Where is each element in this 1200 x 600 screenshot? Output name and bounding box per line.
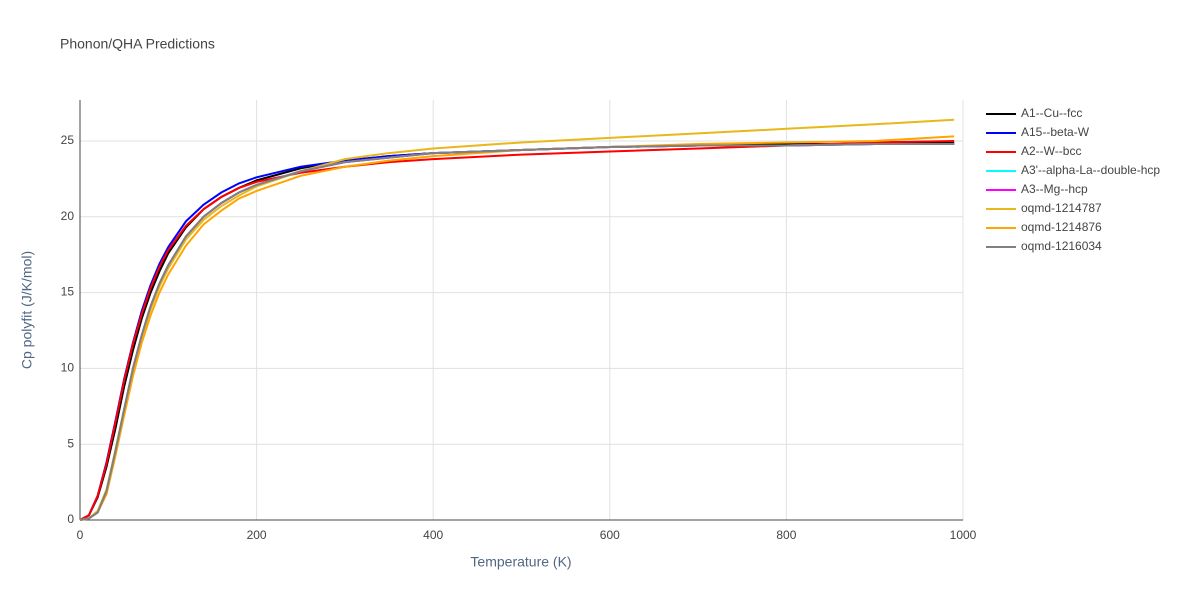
legend-label: A2--W--bcc <box>1021 144 1081 158</box>
x-tick-label: 0 <box>77 528 84 542</box>
legend-label: A15--beta-W <box>1021 125 1090 139</box>
series-line <box>79 142 955 521</box>
legend-label: oqmd-1216034 <box>1021 239 1102 253</box>
legend-label: A3'--alpha-La--double-hcp <box>1021 163 1160 177</box>
y-axis-title: Cp polyfit (J/K/mol) <box>19 251 35 369</box>
legend-item[interactable]: oqmd-1216034 <box>986 239 1102 253</box>
x-axis-title: Temperature (K) <box>470 554 571 570</box>
legend-item[interactable]: oqmd-1214787 <box>986 201 1102 215</box>
legend-item[interactable]: A2--W--bcc <box>986 144 1081 158</box>
y-tick-label: 5 <box>67 436 74 450</box>
legend: A1--Cu--fcc A15--beta-W A2--W--bcc A3'--alp… <box>986 106 1160 253</box>
legend-label: oqmd-1214876 <box>1021 220 1102 234</box>
series-line <box>79 139 955 521</box>
y-tick-label: 15 <box>61 285 75 299</box>
legend-item[interactable]: A1--Cu--fcc <box>986 106 1082 120</box>
legend-item[interactable]: A3--Mg--hcp <box>986 182 1088 196</box>
x-tick-label: 200 <box>247 528 267 542</box>
series-line <box>79 135 955 521</box>
grid: 0 5 10 15 20 25 0 200 400 600 800 1000 <box>61 100 977 542</box>
x-tick-label: 400 <box>423 528 443 542</box>
y-tick-label: 25 <box>61 133 75 147</box>
legend-item[interactable]: oqmd-1214876 <box>986 220 1102 234</box>
legend-label: A1--Cu--fcc <box>1021 106 1082 120</box>
y-tick-label: 20 <box>61 209 75 223</box>
legend-item[interactable]: A3'--alpha-La--double-hcp <box>986 163 1160 177</box>
series-line <box>79 118 955 521</box>
legend-label: A3--Mg--hcp <box>1021 182 1088 196</box>
x-tick-label: 1000 <box>950 528 977 542</box>
x-tick-label: 800 <box>776 528 796 542</box>
y-tick-label: 0 <box>67 512 74 526</box>
legend-item[interactable]: A15--beta-W <box>986 125 1090 139</box>
y-tick-label: 10 <box>61 361 75 375</box>
series-line <box>79 142 955 521</box>
legend-label: oqmd-1214787 <box>1021 201 1102 215</box>
plot-lines <box>79 118 955 521</box>
x-tick-label: 600 <box>600 528 620 542</box>
chart-title: Phonon/QHA Predictions <box>60 36 215 52</box>
